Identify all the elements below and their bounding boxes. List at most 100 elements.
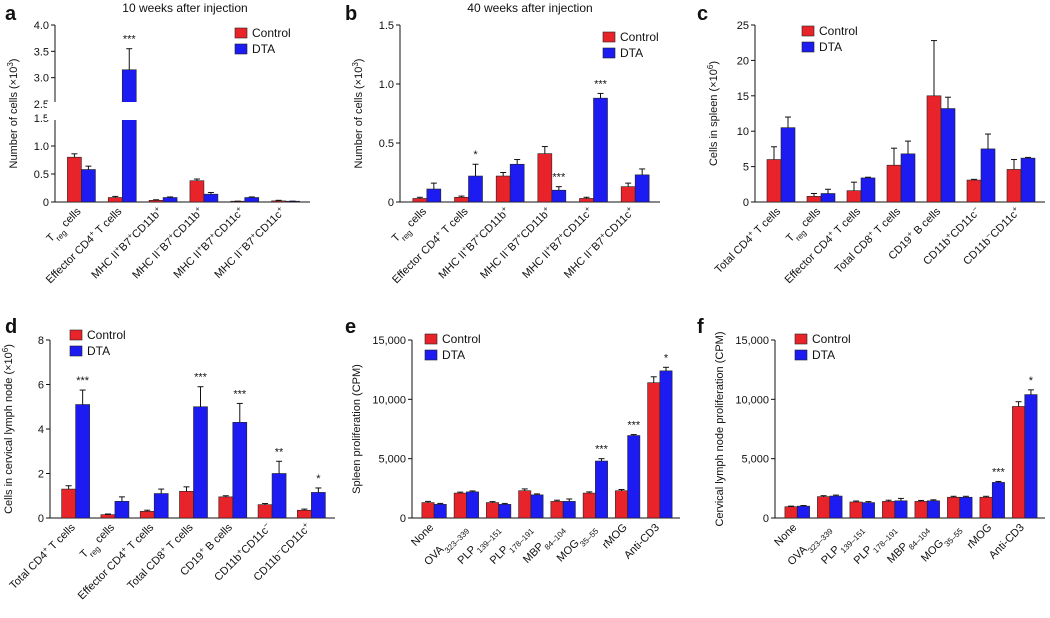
bar-dta xyxy=(1020,157,1036,203)
bar-control xyxy=(218,496,234,519)
y-tick-label: 10,000 xyxy=(372,394,406,406)
bar-dta xyxy=(530,494,544,519)
bar-dta xyxy=(627,435,641,519)
legend-swatch xyxy=(69,329,83,341)
legend-label: Control xyxy=(620,30,659,44)
bar-control xyxy=(257,504,273,519)
bar-control xyxy=(849,501,863,519)
y-tick-label: 3.0 xyxy=(34,73,49,85)
legend-label: Control xyxy=(87,328,126,342)
bar-control xyxy=(297,509,312,519)
bar-dta xyxy=(426,188,442,203)
x-tick-label: Effector CD4+ T cells xyxy=(42,204,125,287)
bar-dta xyxy=(991,482,1005,519)
bar-dta xyxy=(634,174,650,203)
x-tick-label: MHC II+B7+CD11c+ xyxy=(170,204,247,281)
y-tick-label: 15,000 xyxy=(735,335,769,347)
bar-control xyxy=(966,179,982,203)
bar-dta xyxy=(203,193,219,203)
y-tick-label: 10,000 xyxy=(735,394,769,406)
bar-dta xyxy=(81,169,96,203)
panel-b: b 40 weeks after injection 0 0.5 1.0 1.5 Numbe… xyxy=(345,1,660,286)
x-tick-label: MHC II+B7+CD11b+ xyxy=(88,204,166,282)
bar-control xyxy=(67,156,82,203)
bar-control xyxy=(886,164,902,203)
bar-control xyxy=(486,502,499,519)
bar-dta xyxy=(153,493,169,519)
panel-title: 10 weeks after injection xyxy=(122,1,247,15)
significance-annotation: *** xyxy=(594,78,608,90)
x-tick-label: Effector CD4+ T cells xyxy=(781,204,864,287)
significance-annotation: * xyxy=(664,352,669,364)
bar-control xyxy=(412,198,428,203)
panel-a: a 10 weeks after injection 0 0.5 1.0 1.5 2.5 3.… xyxy=(5,1,312,286)
legend-swatch xyxy=(234,43,248,55)
x-tick-label: Total CD4+ T cells xyxy=(711,204,783,276)
bar-dta xyxy=(562,501,576,519)
panel-d: d 0 2 4 6 8 Cells in cervical lymph node (×106… xyxy=(1,316,335,602)
significance-annotation: *** xyxy=(992,466,1006,478)
y-axis-label: Number of cells (×103) xyxy=(6,59,21,169)
legend-label: DTA xyxy=(87,344,110,358)
bar-dta xyxy=(193,406,208,519)
bar-control xyxy=(100,514,116,519)
bar-control xyxy=(784,506,798,519)
y-tick-label: 5,000 xyxy=(741,454,769,466)
bar-dta xyxy=(900,153,916,203)
y-axis-label: Cells in cervical lymph node (×106) xyxy=(1,344,16,514)
x-tick-label: Total CD8+ T cells xyxy=(831,204,903,276)
bar-dta xyxy=(796,505,810,519)
legend-swatch xyxy=(794,349,808,361)
significance-annotation: *** xyxy=(552,172,566,184)
y-tick-label: 0 xyxy=(43,197,49,209)
x-tick-label: MHC II+B7+CD11b+ xyxy=(435,204,513,282)
y-tick-label: 0 xyxy=(388,197,394,209)
y-axis-label: Cells in spleen (×106) xyxy=(706,61,721,166)
y-tick-label: 0 xyxy=(763,513,769,525)
bar-control xyxy=(271,200,286,203)
bar-dta xyxy=(498,504,512,519)
bar-control xyxy=(979,496,993,519)
x-tick-label: rMOG xyxy=(600,522,630,552)
legend-swatch xyxy=(801,41,815,53)
y-tick-label: 2.5 xyxy=(34,99,49,111)
y-tick-label: 4 xyxy=(38,424,44,436)
bar-control xyxy=(453,492,467,519)
legend-label: DTA xyxy=(812,348,835,362)
significance-annotation: * xyxy=(316,473,321,485)
bar-control xyxy=(107,197,123,203)
bar-control xyxy=(139,511,155,519)
bar-control xyxy=(620,186,636,203)
bar-dta xyxy=(114,501,130,519)
bar-control xyxy=(846,190,862,203)
bar-control xyxy=(615,490,628,519)
significance-annotation: *** xyxy=(627,420,641,432)
legend-swatch xyxy=(794,333,808,345)
bar-control xyxy=(914,501,928,519)
x-tick-label: MHC II−B7+CD11b+ xyxy=(476,204,554,282)
x-tick-label: MHC II−B7+CD11c+ xyxy=(211,204,288,281)
significance-annotation: * xyxy=(1029,375,1034,387)
bar-control xyxy=(926,95,942,203)
legend-swatch xyxy=(801,25,815,37)
bar-control xyxy=(421,502,435,519)
bar-dta xyxy=(271,473,287,519)
legend-label: DTA xyxy=(442,348,465,362)
bar-control xyxy=(550,501,564,519)
bar-control xyxy=(947,496,961,519)
bar-control xyxy=(766,159,782,203)
bar-dta xyxy=(121,69,137,203)
bar-dta xyxy=(659,370,673,519)
y-tick-label: 3.5 xyxy=(34,46,49,58)
bar-control xyxy=(817,496,831,519)
y-tick-label: 0.5 xyxy=(34,169,49,181)
significance-annotation: * xyxy=(473,149,478,161)
y-tick-label: 4.0 xyxy=(34,20,49,32)
bar-control xyxy=(579,198,594,203)
legend-swatch xyxy=(234,27,248,39)
panel-letter: a xyxy=(5,3,17,25)
bar-control xyxy=(189,180,205,203)
y-tick-label: 8 xyxy=(38,335,44,347)
bar-dta xyxy=(926,500,940,519)
bar-dta xyxy=(940,108,956,203)
